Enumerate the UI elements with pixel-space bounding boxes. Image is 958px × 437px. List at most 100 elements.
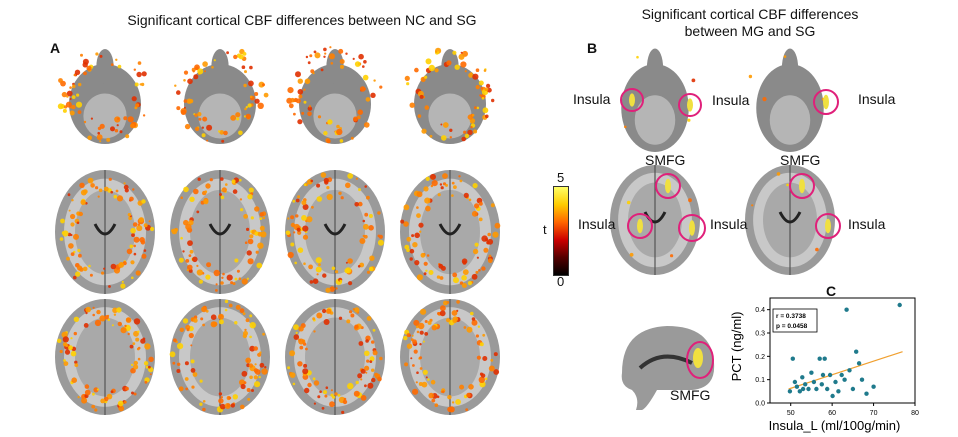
brain-slice-a [169,299,270,415]
brain-slice-a [170,170,270,294]
activation-blob [823,94,829,110]
scatter-point [820,372,826,378]
smfg-activation [693,348,703,368]
scatter-point [792,379,798,385]
regression-line [788,351,903,390]
scatter-point [822,356,827,361]
scatter-point [830,393,835,399]
y-tick-label: 0.1 [755,377,765,384]
scatter-point [847,368,852,373]
scatter-point [817,356,822,361]
scatter-point [844,307,849,312]
colorbar-min-label: 0 [557,274,565,289]
x-tick-label: 60 [828,410,836,417]
brain-slice-a [55,299,155,415]
panel-b-title-line2: between MG and SG [684,23,816,39]
activation-blob [687,98,693,112]
x-tick-label: 70 [870,410,878,417]
activation-blob [665,178,671,194]
stat-p: p = 0.0458 [776,323,808,330]
scatter-point [825,386,830,392]
panel-a-letter: A [50,40,61,56]
smfg-label-b4: SMFG [780,152,821,168]
brain-slice-b [610,165,700,275]
x-axis-label: Insula_L (ml/100g/min) [769,418,901,433]
scatter-point [842,377,847,382]
activation-blob [689,220,695,236]
panel-b-letter: B [587,40,598,56]
scatter-point [833,379,838,385]
brain-slice-b [748,48,825,152]
scatter-point [806,386,811,392]
scatter-point [836,389,841,394]
activation-blob [799,178,805,194]
brain-slice-a [55,170,155,294]
colorbar-axis-label: t [543,222,547,237]
y-tick-label: 0.3 [755,331,765,338]
brain-slice-a [57,49,147,144]
y-axis-label: PCT (ng/ml) [729,312,744,382]
scatter-point [814,386,819,392]
brain-slice-a [285,170,385,294]
insula-label-b4-right: Insula [848,216,886,232]
scatter-point [800,375,805,380]
scatter-point [827,372,833,378]
insula-label-b3-left: Insula [578,216,616,232]
activation-blob [825,218,831,234]
plot-frame [769,297,916,404]
y-tick-label: 0.0 [755,401,765,408]
insula-label-b3-right: Insula [710,216,748,232]
insula-label-b1-right: Insula [712,92,750,108]
scatter-point [797,389,802,394]
panel-b-brains [610,48,841,275]
scatter-point [871,384,876,389]
panel-b-title-line1: Significant cortical CBF differences [641,6,859,22]
smfg-label-sagittal: SMFG [670,387,711,403]
x-tick-label: 80 [911,410,919,417]
scatter-point [864,391,869,396]
scatter-point [800,386,806,392]
insula-label-b2-right: Insula [858,91,896,107]
y-tick-label: 0.2 [755,354,765,361]
scatter-point [809,370,814,375]
scatter-point [787,389,793,394]
roi-circle [678,93,702,117]
scatter-point [839,372,844,378]
brain-slice-a [404,47,495,144]
brain-slice-a [400,299,500,415]
brain-slice-a [174,48,269,144]
sagittal-brain [621,326,715,410]
roi-circle [678,214,706,242]
scatter-point [854,349,859,354]
activation-blob [637,218,643,234]
brain-slice-a [286,46,383,144]
roi-circle [789,173,815,199]
scatter-point [790,356,795,361]
panel-c-letter: C [826,283,837,299]
smfg-label-b3: SMFG [645,152,686,168]
roi-circle [813,89,839,115]
y-tick-label: 0.4 [755,307,765,314]
smfg-roi-circle [686,341,714,379]
brain-slice-a [400,170,501,294]
brain-slice-b [621,48,696,152]
panel-a-title: Significant cortical CBF differences bet… [127,12,477,28]
roi-circle [815,213,841,239]
scatter-point [856,361,862,366]
scatter-point [859,377,865,382]
stats-box [772,308,818,333]
scatter-point [811,379,817,385]
panel-a-brain-grid [55,46,501,415]
scatter-chart: 50 60 70 80 0.0 0.1 0.2 0.3 0.4 r = 0.3738 p = 0.0… [729,297,919,433]
brain-slice-a [285,299,385,415]
colorbar-max-label: 5 [557,170,565,185]
scatter-point [819,382,824,387]
scatter-point [897,302,902,308]
colorbar [553,186,569,276]
x-tick-label: 50 [787,410,795,417]
stat-r: r = 0.3738 [776,313,806,320]
insula-label-b1-left: Insula [573,91,611,107]
roi-circle [620,88,644,112]
roi-circle [655,173,681,199]
activation-blob [629,93,635,107]
